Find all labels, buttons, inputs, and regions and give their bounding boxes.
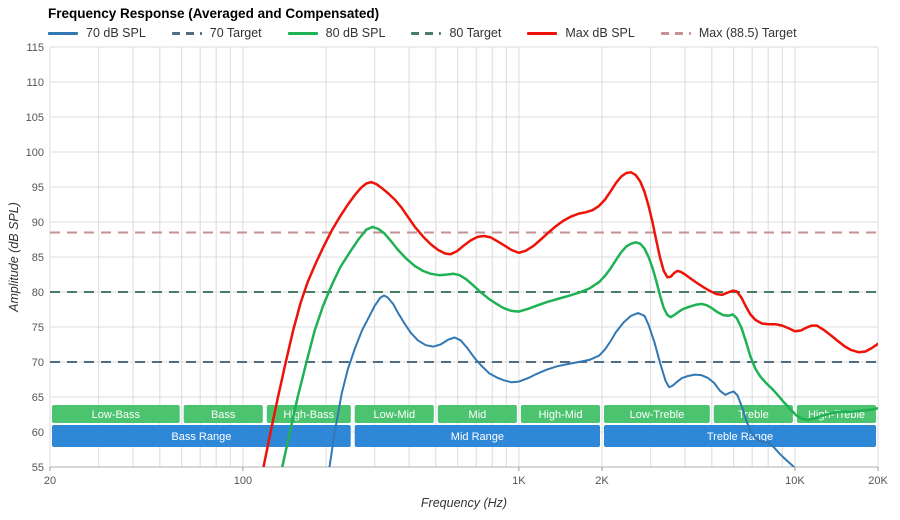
legend-label: 70 Target (209, 26, 262, 40)
svg-text:20: 20 (44, 475, 56, 487)
svg-text:90: 90 (32, 217, 44, 229)
chart-legend: 70 dB SPL 70 Target 80 dB SPL 80 Target … (48, 26, 797, 40)
legend-label: 80 dB SPL (325, 26, 386, 40)
legend-swatch-80-target (411, 31, 442, 35)
svg-text:110: 110 (26, 77, 44, 89)
svg-text:70: 70 (32, 357, 44, 369)
chart-title: Frequency Response (Averaged and Compens… (48, 6, 380, 21)
legend-swatch-70-target (171, 31, 202, 35)
svg-text:Bass: Bass (211, 409, 236, 421)
svg-text:10K: 10K (785, 475, 805, 487)
svg-text:20K: 20K (868, 475, 888, 487)
svg-text:115: 115 (26, 42, 44, 54)
svg-text:Low-Mid: Low-Mid (374, 409, 416, 421)
legend-swatch-max-target (660, 31, 691, 35)
svg-text:High-Mid: High-Mid (538, 409, 582, 421)
x-axis-title: Frequency (Hz) (420, 496, 508, 510)
svg-text:100: 100 (26, 147, 44, 159)
svg-text:1K: 1K (512, 475, 526, 487)
legend-label: Max dB SPL (565, 26, 635, 40)
legend-swatch-max-db-spl (527, 31, 558, 35)
svg-text:75: 75 (32, 322, 44, 334)
legend-label: Max (88.5) Target (698, 26, 797, 40)
svg-text:Low-Treble: Low-Treble (630, 409, 685, 421)
legend-label: 80 Target (449, 26, 502, 40)
svg-text:95: 95 (32, 182, 44, 194)
svg-text:Low-Bass: Low-Bass (92, 409, 141, 421)
legend-item-70-target: 70 Target (171, 26, 262, 40)
legend-item-80-target: 80 Target (411, 26, 501, 40)
legend-label: 70 dB SPL (86, 26, 146, 40)
svg-text:55: 55 (32, 462, 44, 474)
legend-swatch-80-db-spl (287, 31, 318, 35)
legend-item-80-db-spl: 80 dB SPL (287, 26, 386, 40)
svg-text:80: 80 (32, 287, 44, 299)
svg-text:60: 60 (32, 427, 44, 439)
legend-swatch-70-db-spl (48, 31, 78, 35)
svg-text:100: 100 (234, 475, 252, 487)
svg-text:Bass Range: Bass Range (171, 431, 231, 443)
y-axis-title: Amplitude (dB SPL) (7, 202, 21, 312)
legend-item-max-target: Max (88.5) Target (660, 26, 797, 40)
svg-text:65: 65 (32, 392, 44, 404)
svg-text:2K: 2K (595, 475, 609, 487)
svg-text:High-Bass: High-Bass (283, 409, 334, 421)
svg-text:85: 85 (32, 252, 44, 264)
svg-text:105: 105 (26, 112, 44, 124)
svg-text:Mid: Mid (469, 409, 487, 421)
svg-text:Mid Range: Mid Range (451, 431, 504, 443)
legend-item-max-db-spl: Max dB SPL (527, 26, 635, 40)
legend-item-70-db-spl: 70 dB SPL (48, 26, 146, 40)
